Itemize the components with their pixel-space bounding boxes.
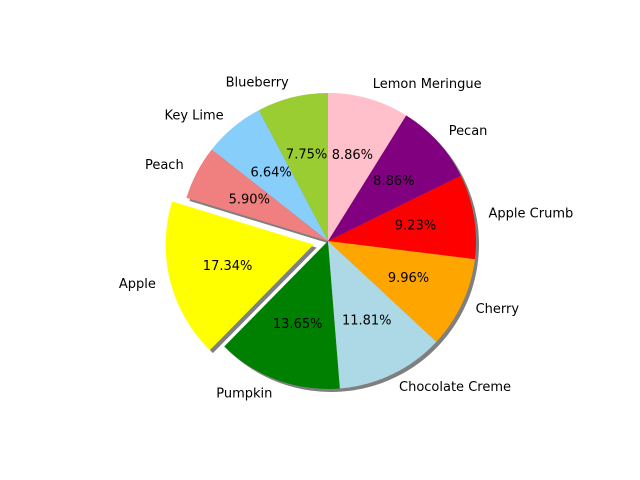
- slice-label-cherry: Cherry: [476, 302, 520, 317]
- slice-pct-apple-crumb: 9.23%: [395, 219, 436, 234]
- slice-label-apple-crumb: Apple Crumb: [489, 206, 574, 221]
- slice-label-blueberry: Blueberry: [226, 76, 289, 91]
- slice-pct-pecan: 8.86%: [373, 174, 414, 189]
- pie-slice-layer: [165, 93, 477, 389]
- pie-label-layer: Blueberry 7.75% Key Lime 6.64% Peach 5.90% App…: [119, 76, 573, 402]
- slice-label-apple: Apple: [119, 277, 156, 292]
- slice-pct-blueberry: 7.75%: [286, 147, 327, 162]
- slice-apple: [165, 201, 314, 351]
- slice-label-key-lime: Key Lime: [164, 109, 223, 124]
- slice-blueberry: [258, 93, 328, 241]
- slice-label-peach: Peach: [145, 158, 184, 173]
- slice-pct-cherry: 9.96%: [388, 271, 429, 286]
- slice-pecan: [328, 115, 461, 241]
- slice-pct-chocolate-creme: 11.81%: [342, 313, 392, 328]
- slice-pumpkin: [224, 241, 340, 389]
- slice-apple-crumb: [328, 175, 477, 260]
- slice-pct-apple: 17.34%: [203, 259, 253, 274]
- slice-key-lime: [211, 110, 328, 241]
- slice-pct-lemon-meringue: 8.86%: [332, 148, 373, 163]
- slice-chocolate-creme: [328, 241, 437, 389]
- slice-label-lemon-meringue: Lemon Meringue: [373, 77, 482, 92]
- slice-cherry: [328, 241, 475, 342]
- slice-lemon-meringue: [328, 93, 407, 241]
- slice-pct-pumpkin: 13.65%: [273, 317, 323, 332]
- slice-pct-key-lime: 6.64%: [250, 165, 291, 180]
- slice-label-chocolate-creme: Chocolate Creme: [399, 380, 511, 395]
- slice-peach: [186, 149, 328, 241]
- slice-label-pecan: Pecan: [449, 124, 488, 139]
- slice-label-pumpkin: Pumpkin: [216, 387, 272, 402]
- slice-pct-peach: 5.90%: [229, 192, 270, 207]
